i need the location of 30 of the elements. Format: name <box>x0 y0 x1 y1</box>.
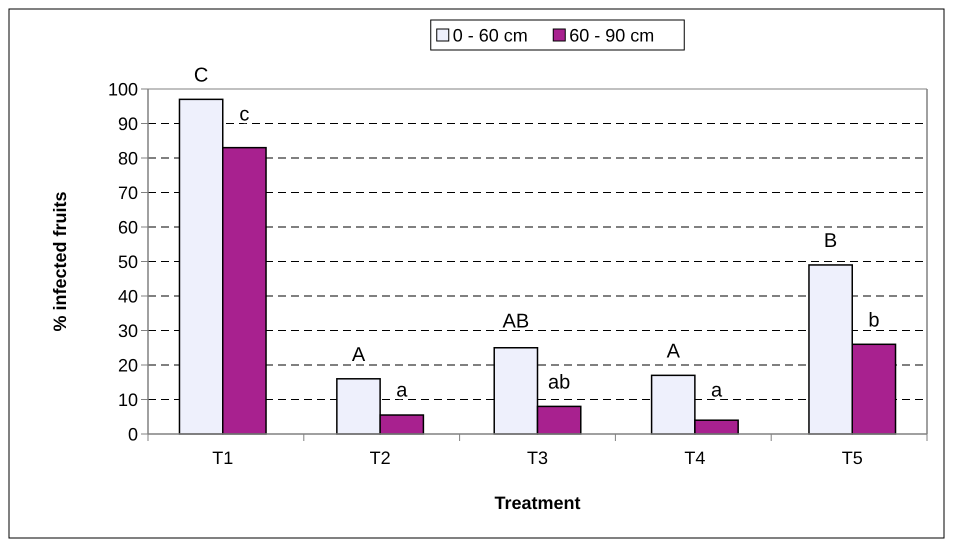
annotation: AB <box>502 310 530 332</box>
annotation: b <box>868 309 880 332</box>
x-tick-label: T1 <box>212 448 234 468</box>
legend-label: 0 - 60 cm <box>452 25 528 46</box>
annotation: A <box>352 344 366 366</box>
annotation: C <box>194 64 208 86</box>
y-tick-label: 30 <box>118 320 138 341</box>
y-tick-label: 20 <box>118 355 138 376</box>
annotation: c <box>239 104 250 126</box>
annotation: B <box>824 230 838 252</box>
y-tick-label: 90 <box>118 114 138 134</box>
y-tick-label: 50 <box>118 252 138 272</box>
x-tick-label: T4 <box>684 448 706 468</box>
annotation: a <box>396 380 408 402</box>
legend-label: 60 - 90 cm <box>569 25 654 46</box>
y-axis-title: % infected fruits <box>50 191 70 332</box>
y-tick-label: 40 <box>118 286 138 306</box>
y-tick-label: 70 <box>118 182 138 203</box>
annotation: A <box>666 340 681 362</box>
y-tick-label: 60 <box>118 217 138 238</box>
x-axis-title: Treatment <box>494 493 581 513</box>
x-tick-label: T5 <box>842 448 863 468</box>
annotation: a <box>710 380 723 402</box>
y-tick-label: 10 <box>118 390 138 410</box>
y-tick-label: 100 <box>108 79 138 100</box>
y-tick-label: 80 <box>118 148 138 168</box>
y-tick-label: 0 <box>128 424 138 444</box>
x-tick-label: T3 <box>526 448 548 468</box>
x-tick-label: T2 <box>370 448 391 468</box>
annotation: ab <box>548 371 570 394</box>
